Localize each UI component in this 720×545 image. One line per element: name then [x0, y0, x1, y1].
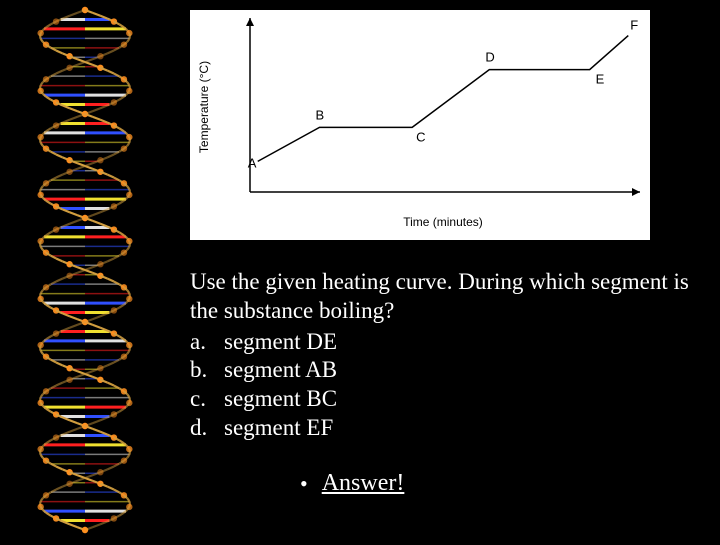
svg-text:F: F [630, 18, 638, 33]
svg-text:D: D [485, 50, 494, 65]
svg-text:E: E [596, 72, 605, 87]
svg-text:A: A [248, 155, 257, 170]
question-prompt: Use the given heating curve. During whic… [190, 268, 690, 326]
option-text: segment AB [224, 356, 337, 385]
option-row: b.segment AB [190, 356, 690, 385]
option-row: d.segment EF [190, 414, 690, 443]
svg-text:B: B [315, 107, 324, 122]
option-row: a.segment DE [190, 328, 690, 357]
svg-text:Time (minutes): Time (minutes) [403, 215, 483, 229]
options-list: a.segment DEb.segment ABc.segment BCd.se… [190, 328, 690, 443]
answer-link[interactable]: Answer! [322, 470, 405, 497]
option-text: segment DE [224, 328, 337, 357]
option-letter: c. [190, 385, 224, 414]
svg-text:Temperature (°C): Temperature (°C) [197, 61, 211, 153]
answer-row: • Answer! [300, 470, 404, 497]
option-row: c.segment BC [190, 385, 690, 414]
option-text: segment BC [224, 385, 337, 414]
heating-curve-chart: A B C D E F Time (minutes) Temperature (°C) [190, 10, 650, 240]
svg-text:C: C [416, 129, 425, 144]
option-letter: b. [190, 356, 224, 385]
option-text: segment EF [224, 414, 333, 443]
bullet-icon: • [300, 473, 308, 495]
dna-helix-image [0, 0, 170, 540]
option-letter: d. [190, 414, 224, 443]
option-letter: a. [190, 328, 224, 357]
question-block: Use the given heating curve. During whic… [190, 268, 690, 443]
